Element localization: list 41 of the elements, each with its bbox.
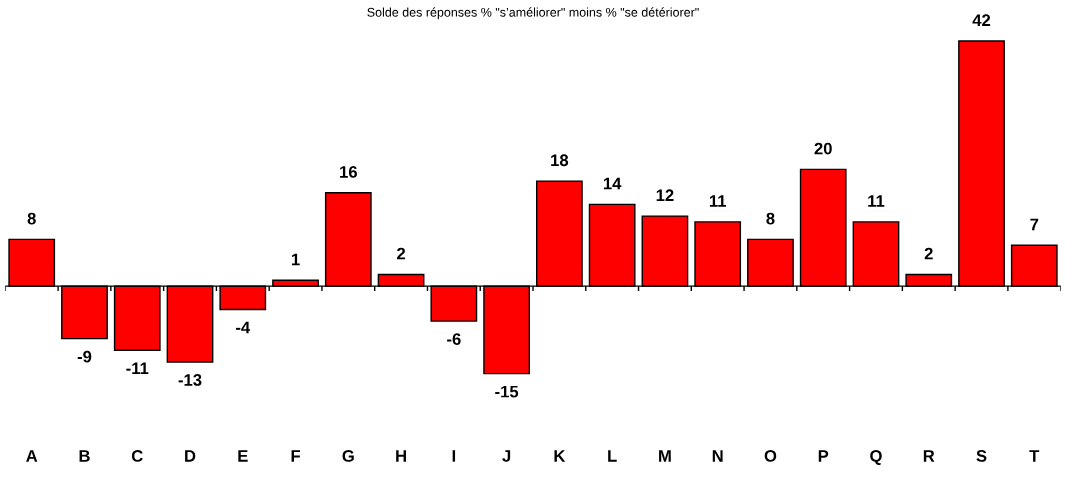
data-label: 2 (397, 247, 406, 260)
data-label: 11 (709, 195, 727, 207)
x-tick-label: S (976, 450, 987, 462)
x-tick-label: R (923, 450, 935, 462)
data-label: 8 (27, 212, 36, 225)
x-tick-label: L (608, 450, 617, 462)
data-label: 11 (868, 195, 885, 207)
data-label: 18 (551, 154, 569, 167)
x-tick-label: Q (870, 450, 882, 465)
chart-title: Solde des réponses % "s’améliorer" moins % "se détériorer" (367, 7, 699, 20)
x-tick-label: H (396, 450, 406, 462)
x-tick-label: T (1029, 450, 1040, 462)
x-tick-label: E (238, 450, 248, 462)
x-tick-label: P (818, 450, 829, 462)
x-tick-label: B (79, 450, 90, 462)
x-tick-label: G (342, 450, 354, 462)
x-tick-label: J (502, 450, 511, 462)
data-label: 8 (766, 212, 775, 225)
data-label: 1 (291, 253, 300, 266)
data-label: 16 (340, 166, 357, 178)
x-tick-label: N (712, 450, 723, 462)
data-label: 12 (656, 189, 674, 201)
x-tick-label: I (452, 450, 456, 462)
data-label: 42 (972, 14, 991, 26)
x-tick-label: A (26, 450, 38, 462)
data-label: 20 (814, 142, 832, 155)
data-label: -6 (447, 333, 461, 345)
data-label: -4 (236, 321, 251, 334)
x-tick-label: C (131, 450, 143, 462)
x-tick-label: M (659, 450, 671, 462)
data-label: -13 (178, 374, 202, 386)
data-label: -9 (77, 350, 92, 363)
data-label: -11 (126, 362, 149, 375)
data-label: 2 (924, 247, 933, 260)
data-label: 14 (603, 177, 622, 190)
data-label: 7 (1030, 218, 1039, 231)
x-tick-label: F (291, 450, 301, 462)
x-tick-label: D (185, 450, 196, 462)
data-label: -15 (495, 385, 519, 398)
x-tick-label: K (554, 450, 566, 462)
x-tick-label: O (764, 450, 777, 462)
